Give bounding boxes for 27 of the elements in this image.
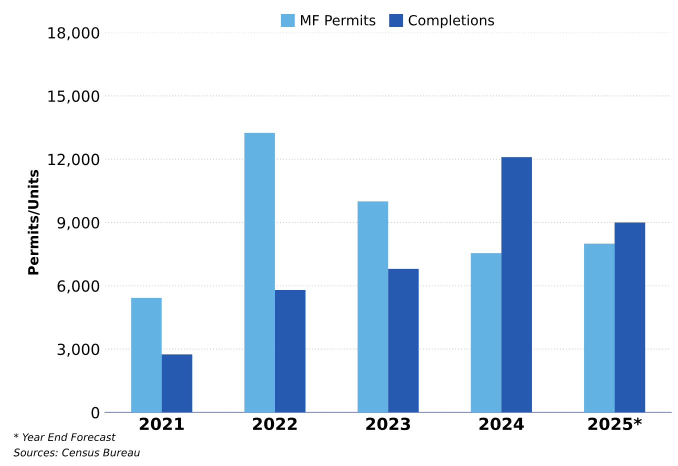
y-tick-label: 6,000 bbox=[58, 280, 100, 294]
x-tick-label: 2021 bbox=[140, 418, 184, 430]
bar bbox=[470, 253, 502, 412]
y-tick-label: 12,000 bbox=[48, 154, 100, 167]
bar bbox=[274, 290, 306, 412]
bar bbox=[131, 298, 162, 412]
bar bbox=[614, 222, 646, 412]
x-tick-label: 2023 bbox=[366, 418, 410, 430]
bar bbox=[358, 201, 388, 412]
bar bbox=[388, 268, 419, 412]
y-axis-title: Permits/Units bbox=[28, 170, 40, 274]
y-tick-label: 15,000 bbox=[48, 90, 100, 104]
bar bbox=[162, 354, 192, 412]
legend-label: Completions bbox=[408, 14, 494, 28]
y-tick-label: 9,000 bbox=[57, 216, 100, 230]
text: * Year End Forecast bbox=[14, 433, 116, 442]
x-tick-label: 2025* bbox=[588, 418, 642, 430]
x-tick-label: 2024 bbox=[480, 418, 524, 430]
x-tick-label: 2022 bbox=[253, 418, 297, 430]
bar bbox=[244, 132, 275, 412]
bar bbox=[584, 244, 615, 412]
y-tick-label: 0 bbox=[92, 406, 100, 418]
y-tick-label: 18,000 bbox=[48, 27, 100, 40]
y-tick-label: 3,000 bbox=[58, 344, 100, 357]
bar bbox=[501, 157, 532, 412]
source-note: Sources: Census Bureau bbox=[14, 448, 140, 456]
legend-label: MF Permits bbox=[301, 14, 376, 26]
